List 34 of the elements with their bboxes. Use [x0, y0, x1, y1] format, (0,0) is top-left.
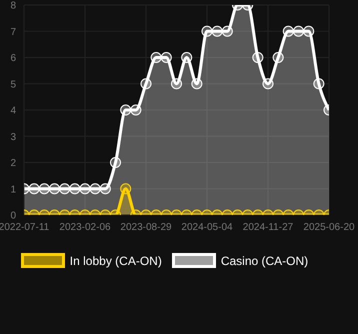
- point: [262, 78, 274, 90]
- point: [202, 26, 212, 37]
- point: [282, 26, 294, 37]
- point: [222, 26, 233, 37]
- point: [303, 26, 314, 37]
- legend-label: In lobby (CA-ON): [70, 254, 162, 268]
- x-tick-label: 2023-08-29: [120, 222, 172, 234]
- point: [293, 26, 304, 37]
- legend-label: Casino (CA-ON): [220, 254, 308, 268]
- y-tick-label: 5: [10, 79, 16, 90]
- y-tick-label: 0: [10, 210, 16, 222]
- y-tick-label: 1: [10, 184, 16, 196]
- point: [272, 52, 284, 63]
- point: [120, 104, 132, 116]
- point: [212, 26, 223, 37]
- point: [181, 52, 192, 63]
- y-tick-label: 2: [10, 158, 16, 170]
- point: [191, 78, 202, 90]
- y-tick-label: 7: [10, 26, 16, 38]
- point: [140, 78, 152, 90]
- point: [130, 104, 142, 116]
- y-tick-label: 8: [10, 0, 16, 12]
- y-tick-label: 3: [10, 132, 16, 143]
- x-tick-label: 2025-06-20: [303, 222, 356, 234]
- point: [171, 78, 182, 90]
- y-tick-label: 6: [10, 53, 16, 64]
- point: [313, 78, 324, 90]
- x-tick-label: 2023-02-06: [59, 222, 112, 234]
- y-tick-label: 4: [10, 106, 16, 117]
- point: [150, 52, 162, 63]
- x-tick-label: 2024-05-04: [181, 222, 234, 234]
- point: [252, 52, 264, 63]
- point: [160, 52, 172, 63]
- x-tick-label: 2024-11-27: [242, 222, 294, 234]
